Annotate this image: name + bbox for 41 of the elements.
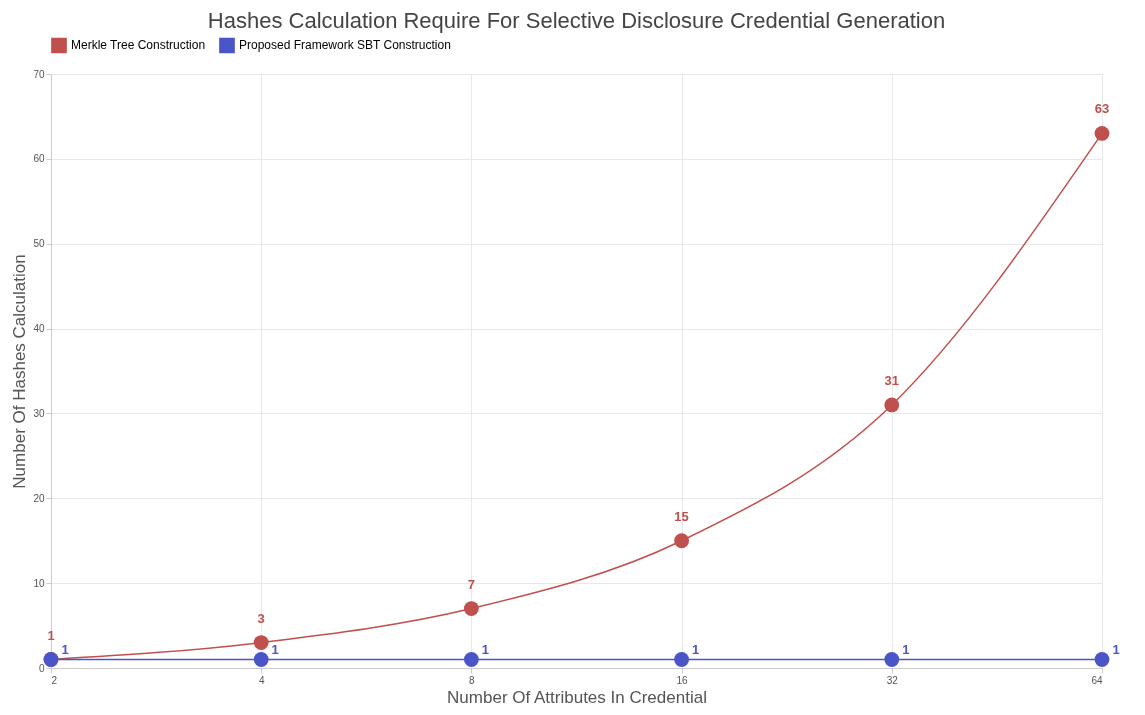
data-label: 1 (691, 641, 700, 657)
y-tick-label: 20 (33, 492, 45, 504)
point (253, 652, 269, 667)
y-tick-label: 40 (33, 323, 45, 335)
point (463, 601, 479, 616)
point (463, 652, 479, 667)
x-tick-label: 4 (258, 674, 265, 686)
point (884, 652, 900, 667)
y-axis-title: Number Of Hashes Calculation (10, 254, 30, 489)
x-tick-label: 32 (886, 674, 899, 686)
point (1094, 652, 1110, 667)
y-tick-label: 60 (33, 153, 45, 165)
point (253, 635, 269, 650)
data-label: 1 (1112, 641, 1120, 657)
legend-label: Merkle Tree Construction (71, 38, 206, 53)
y-tick-label: 30 (33, 407, 45, 419)
x-tick-label: 64 (1091, 674, 1103, 686)
data-label: 1 (902, 641, 910, 657)
data-label: 15 (674, 508, 689, 524)
point (884, 397, 900, 413)
point (1094, 126, 1110, 141)
x-tick-label: 16 (676, 674, 689, 686)
y-tick-label: 70 (33, 68, 45, 80)
point (674, 533, 690, 549)
data-label: 7 (467, 576, 476, 592)
chart-title: Hashes Calculation Require For Selective Disclosure Credential Generation (207, 8, 946, 33)
y-tick-label: 0 (38, 662, 45, 674)
data-label: 63 (1094, 101, 1110, 117)
legend-label: Proposed Framework SBT Construction (239, 38, 451, 53)
data-label: 1 (271, 641, 279, 657)
x-tick-label: 2 (51, 674, 58, 686)
data-label: 1 (61, 641, 69, 657)
data-label: 1 (47, 627, 55, 643)
x-tick-label: 8 (469, 674, 476, 686)
y-tick-label: 10 (33, 577, 45, 589)
y-tick-label: 50 (33, 238, 45, 250)
x-axis-title: Number Of Attributes In Credential (447, 687, 707, 707)
data-label: 3 (257, 610, 265, 626)
point (674, 652, 690, 667)
data-label: 1 (481, 641, 490, 657)
data-label: 31 (884, 372, 900, 388)
